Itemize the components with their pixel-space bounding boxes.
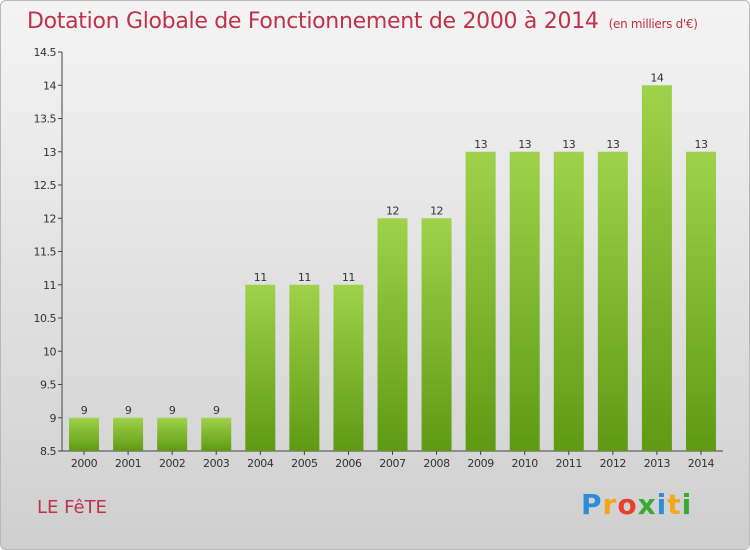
y-tick-label: 14.5	[34, 46, 57, 59]
x-tick-label: 2009	[467, 457, 494, 470]
logo-letter: t	[667, 488, 682, 521]
data-labels: 9 9 9 9 11 11 11 12 12 13 13 13 13 14 13	[81, 71, 709, 417]
x-tick-label: 2003	[203, 457, 230, 470]
x-tick-label: 2014	[688, 457, 715, 470]
chart-subtitle: (en milliers d'€)	[608, 17, 698, 31]
logo-letter: r	[602, 488, 618, 521]
logo-letter: o	[617, 488, 638, 521]
x-tick-label: 2013	[644, 457, 671, 470]
data-label: 13	[474, 138, 487, 151]
y-tick-label: 9.5	[40, 379, 56, 392]
logo-letter: i	[656, 488, 668, 521]
proxiti-logo[interactable]: Proxiti	[581, 488, 692, 521]
bar	[69, 417, 100, 451]
data-label: 12	[386, 204, 399, 217]
logo-letter: i	[681, 488, 693, 521]
data-label: 12	[430, 204, 443, 217]
bar	[245, 284, 276, 451]
y-tick-label: 10	[43, 345, 56, 358]
y-tick-label: 13	[43, 146, 56, 159]
x-tick-label: 2008	[423, 457, 450, 470]
x-tick-label: 2000	[71, 457, 98, 470]
x-tick-label: 2012	[600, 457, 626, 470]
data-label: 13	[694, 138, 707, 151]
y-tick-label: 8.5	[40, 445, 56, 458]
x-tick-label: 2004	[247, 457, 274, 470]
x-tick-label: 2002	[159, 457, 185, 470]
data-label: 11	[298, 271, 311, 284]
x-tick-label: 2006	[335, 457, 362, 470]
x-tick-label: 2001	[115, 457, 141, 470]
bar	[465, 151, 496, 451]
bar	[157, 417, 188, 451]
bar	[641, 85, 672, 451]
x-tick-label: 2005	[291, 457, 318, 470]
data-label: 13	[518, 138, 531, 151]
bar	[333, 284, 364, 451]
y-tick-label: 10.5	[34, 312, 57, 325]
logo-letter: x	[637, 488, 657, 521]
y-tick-label: 12	[43, 212, 56, 225]
axes: 8.5 9 9.5 10 10.5 11 11.5 12 12.5 13 13.5 14 14.5 200…	[34, 46, 723, 470]
bar	[113, 417, 144, 451]
y-tick-label: 14	[43, 79, 56, 92]
bars	[69, 85, 716, 451]
bar	[597, 151, 628, 451]
y-tick-label: 9	[50, 412, 57, 425]
data-label: 9	[125, 404, 132, 417]
data-label: 9	[169, 404, 176, 417]
x-tick-label: 2007	[379, 457, 406, 470]
commune-name: LE FêTE	[37, 497, 107, 518]
bar	[553, 151, 584, 451]
data-label: 14	[650, 71, 663, 84]
bar	[377, 218, 408, 451]
x-tick-label: 2010	[511, 457, 538, 470]
data-label: 9	[81, 404, 88, 417]
bar	[509, 151, 540, 451]
y-tick-label: 11.5	[34, 246, 57, 259]
data-label: 9	[213, 404, 220, 417]
chart-title: Dotation Globale de Fonctionnement de 20…	[27, 9, 698, 34]
y-tick-label: 13.5	[34, 113, 57, 126]
chart-title-text: Dotation Globale de Fonctionnement de 20…	[27, 9, 599, 34]
data-label: 13	[606, 138, 619, 151]
bar	[421, 218, 452, 451]
data-label: 13	[562, 138, 575, 151]
y-tick-label: 11	[43, 279, 56, 292]
x-tick-label: 2011	[556, 457, 582, 470]
y-tick-label: 12.5	[34, 179, 57, 192]
data-label: 11	[342, 271, 355, 284]
bar	[201, 417, 232, 451]
data-label: 11	[254, 271, 267, 284]
bar	[685, 151, 716, 451]
logo-letter: P	[581, 488, 603, 521]
bar	[289, 284, 320, 451]
